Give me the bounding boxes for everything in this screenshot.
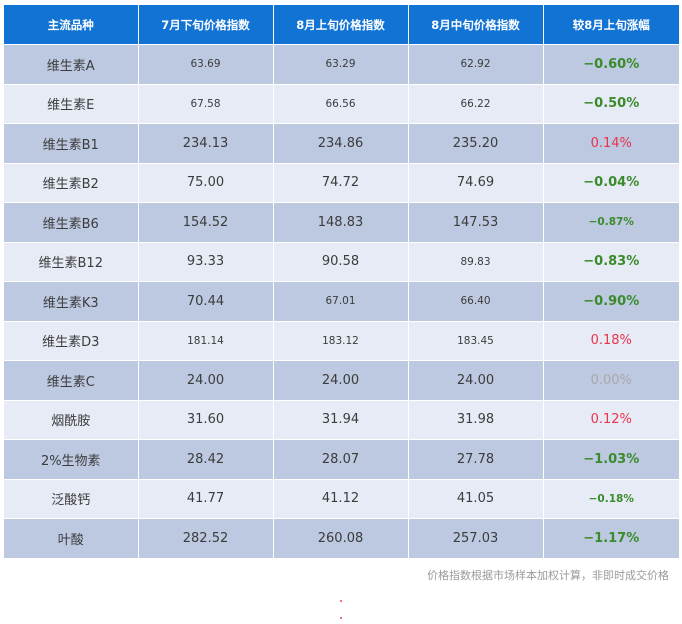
aug-early-cell: 148.83 bbox=[273, 202, 409, 242]
variety-cell: 维生素B12 bbox=[4, 241, 139, 282]
aug-early-cell: 63.29 bbox=[273, 44, 409, 84]
price-index-table: 主流品种 7月下旬价格指数 8月上旬价格指数 8月中旬价格指数 较8月上旬涨幅 … bbox=[4, 5, 679, 558]
aug-early-cell: 90.58 bbox=[273, 241, 409, 282]
header-aug-mid: 8月中旬价格指数 bbox=[408, 5, 544, 45]
aug-mid-cell: 235.20 bbox=[408, 123, 544, 163]
header-variety: 主流品种 bbox=[4, 5, 139, 45]
aug-early-cell: 234.86 bbox=[273, 123, 409, 163]
table-row: 维生素E 67.58 66.56 66.22 −0.50% bbox=[4, 83, 679, 124]
variety-cell: 叶酸 bbox=[4, 518, 139, 558]
table-row: 维生素C 24.00 24.00 24.00 0.00% bbox=[4, 360, 679, 400]
aug-mid-cell: 74.69 bbox=[408, 162, 544, 203]
aug-mid-cell: 41.05 bbox=[408, 478, 544, 519]
table-row: 维生素A 63.69 63.29 62.92 −0.60% bbox=[4, 44, 679, 84]
change-cell: 0.12% bbox=[543, 399, 679, 440]
variety-cell: 烟酰胺 bbox=[4, 399, 139, 440]
variety-cell: 2%生物素 bbox=[4, 439, 139, 479]
aug-mid-cell: 24.00 bbox=[408, 360, 544, 400]
decorative-dot bbox=[340, 617, 342, 619]
change-cell: −0.18% bbox=[543, 478, 679, 519]
variety-cell: 维生素D3 bbox=[4, 320, 139, 361]
jul-late-cell: 70.44 bbox=[138, 281, 274, 321]
variety-cell: 维生素C bbox=[4, 360, 139, 400]
aug-mid-cell: 183.45 bbox=[408, 320, 544, 361]
change-cell: −0.04% bbox=[543, 162, 679, 203]
jul-late-cell: 154.52 bbox=[138, 202, 274, 242]
aug-early-cell: 24.00 bbox=[273, 360, 409, 400]
aug-mid-cell: 62.92 bbox=[408, 44, 544, 84]
table-row: 维生素B1 234.13 234.86 235.20 0.14% bbox=[4, 123, 679, 163]
jul-late-cell: 31.60 bbox=[138, 399, 274, 440]
table-row: 维生素B6 154.52 148.83 147.53 −0.87% bbox=[4, 202, 679, 242]
jul-late-cell: 282.52 bbox=[138, 518, 274, 558]
variety-cell: 维生素B1 bbox=[4, 123, 139, 163]
jul-late-cell: 67.58 bbox=[138, 83, 274, 124]
aug-early-cell: 41.12 bbox=[273, 478, 409, 519]
decorative-dot bbox=[340, 600, 342, 602]
variety-cell: 维生素K3 bbox=[4, 281, 139, 321]
table-row: 维生素B2 75.00 74.72 74.69 −0.04% bbox=[4, 162, 679, 203]
footnote: 价格指数根据市场样本加权计算，非即时成交价格 bbox=[427, 569, 669, 582]
aug-early-cell: 66.56 bbox=[273, 83, 409, 124]
table-row: 维生素D3 181.14 183.12 183.45 0.18% bbox=[4, 320, 679, 361]
jul-late-cell: 234.13 bbox=[138, 123, 274, 163]
change-cell: 0.00% bbox=[543, 360, 679, 400]
change-cell: −0.50% bbox=[543, 83, 679, 124]
table-row: 泛酸钙 41.77 41.12 41.05 −0.18% bbox=[4, 478, 679, 519]
change-cell: −1.17% bbox=[543, 518, 679, 558]
aug-early-cell: 31.94 bbox=[273, 399, 409, 440]
aug-early-cell: 183.12 bbox=[273, 320, 409, 361]
aug-early-cell: 260.08 bbox=[273, 518, 409, 558]
variety-cell: 维生素E bbox=[4, 83, 139, 124]
change-cell: −0.87% bbox=[543, 202, 679, 242]
jul-late-cell: 24.00 bbox=[138, 360, 274, 400]
table-row: 2%生物素 28.42 28.07 27.78 −1.03% bbox=[4, 439, 679, 479]
aug-mid-cell: 147.53 bbox=[408, 202, 544, 242]
table-header-row: 主流品种 7月下旬价格指数 8月上旬价格指数 8月中旬价格指数 较8月上旬涨幅 bbox=[4, 5, 679, 45]
aug-early-cell: 67.01 bbox=[273, 281, 409, 321]
header-jul-late: 7月下旬价格指数 bbox=[138, 5, 274, 45]
change-cell: 0.18% bbox=[543, 320, 679, 361]
change-cell: 0.14% bbox=[543, 123, 679, 163]
variety-cell: 维生素B2 bbox=[4, 162, 139, 203]
aug-mid-cell: 66.40 bbox=[408, 281, 544, 321]
change-cell: −0.60% bbox=[543, 44, 679, 84]
table-row: 烟酰胺 31.60 31.94 31.98 0.12% bbox=[4, 399, 679, 440]
header-change: 较8月上旬涨幅 bbox=[543, 5, 679, 45]
variety-cell: 维生素B6 bbox=[4, 202, 139, 242]
table-row: 叶酸 282.52 260.08 257.03 −1.17% bbox=[4, 518, 679, 558]
aug-mid-cell: 31.98 bbox=[408, 399, 544, 440]
variety-cell: 维生素A bbox=[4, 44, 139, 84]
jul-late-cell: 75.00 bbox=[138, 162, 274, 203]
aug-mid-cell: 257.03 bbox=[408, 518, 544, 558]
jul-late-cell: 63.69 bbox=[138, 44, 274, 84]
change-cell: −1.03% bbox=[543, 439, 679, 479]
table-row: 维生素K3 70.44 67.01 66.40 −0.90% bbox=[4, 281, 679, 321]
change-cell: −0.83% bbox=[543, 241, 679, 282]
jul-late-cell: 93.33 bbox=[138, 241, 274, 282]
jul-late-cell: 181.14 bbox=[138, 320, 274, 361]
aug-mid-cell: 66.22 bbox=[408, 83, 544, 124]
aug-mid-cell: 89.83 bbox=[408, 241, 544, 282]
header-aug-early: 8月上旬价格指数 bbox=[273, 5, 409, 45]
table-row: 维生素B12 93.33 90.58 89.83 −0.83% bbox=[4, 241, 679, 282]
change-cell: −0.90% bbox=[543, 281, 679, 321]
table-body: 维生素A 63.69 63.29 62.92 −0.60% 维生素E 67.58 66.56 6… bbox=[4, 44, 679, 558]
jul-late-cell: 41.77 bbox=[138, 478, 274, 519]
aug-early-cell: 74.72 bbox=[273, 162, 409, 203]
variety-cell: 泛酸钙 bbox=[4, 478, 139, 519]
aug-mid-cell: 27.78 bbox=[408, 439, 544, 479]
aug-early-cell: 28.07 bbox=[273, 439, 409, 479]
jul-late-cell: 28.42 bbox=[138, 439, 274, 479]
